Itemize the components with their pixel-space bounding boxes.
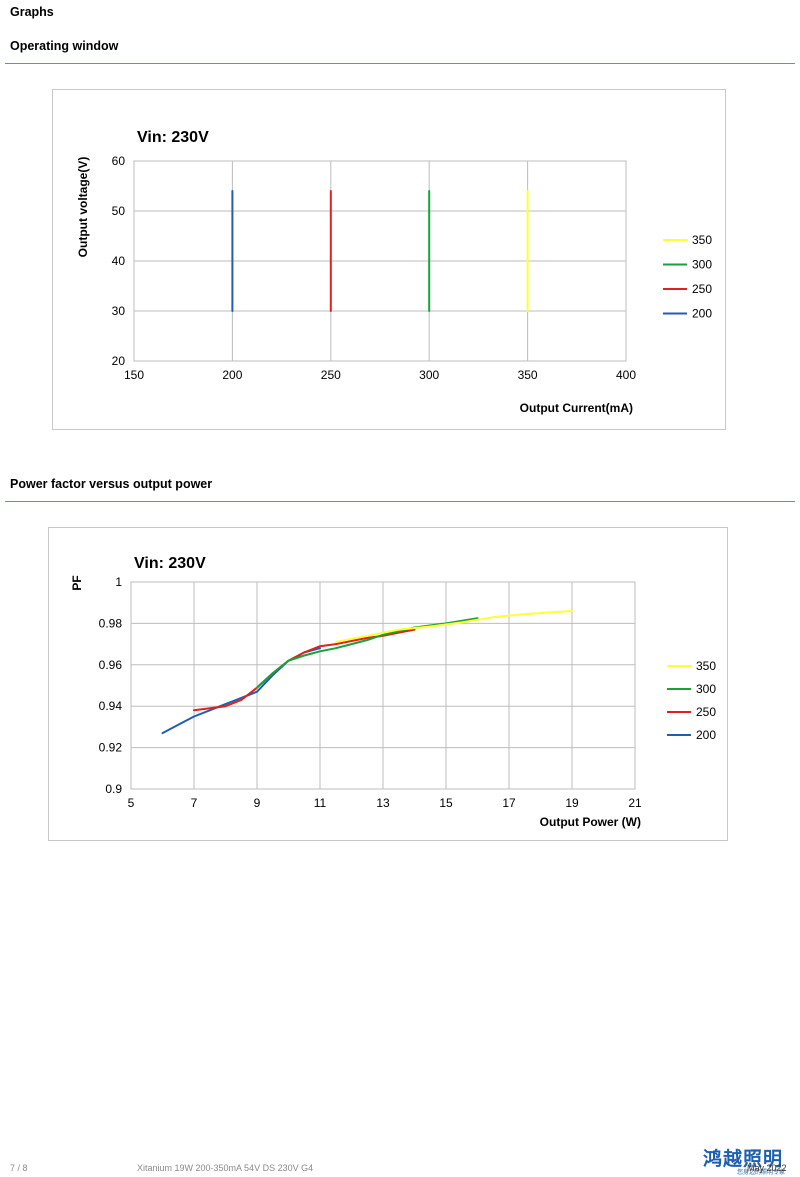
section-title: Graphs: [10, 5, 54, 19]
logo-subtext: 您身边的照明专家: [737, 1170, 786, 1176]
legend-label-350: 350: [692, 233, 712, 247]
footer-page-number: 7 / 8: [10, 1163, 28, 1173]
chart-title: Vin: 230V: [137, 129, 209, 146]
subsection-title-operating-window: Operating window: [10, 39, 119, 53]
x-tick-label: 7: [191, 796, 198, 810]
series-line-200: [161, 647, 321, 735]
x-tick-label: 5: [128, 796, 135, 810]
chart-title: Vin: 230V: [134, 555, 206, 572]
x-tick-label: 11: [314, 796, 327, 810]
x-tick-label: 15: [439, 796, 453, 810]
x-tick-label: 300: [419, 368, 439, 382]
y-tick-label: 0.96: [99, 658, 123, 672]
series-line-250: [193, 628, 416, 712]
x-tick-label: 19: [565, 796, 579, 810]
x-tick-label: 200: [222, 368, 242, 382]
plot-area-border: [130, 581, 636, 790]
x-tick-label: 21: [628, 796, 642, 810]
x-tick-label: 13: [376, 796, 390, 810]
x-tick-label: 400: [616, 368, 636, 382]
y-tick-label: 0.9: [105, 782, 122, 796]
x-tick-label: 250: [321, 368, 341, 382]
legend-label-200: 200: [692, 307, 712, 321]
company-logo: 鸿越照明 您身边的照明专家: [703, 1144, 799, 1177]
x-tick-label: 350: [518, 368, 538, 382]
y-axis-label: PF: [70, 575, 84, 590]
x-tick-label: 9: [254, 796, 261, 810]
x-tick-label: 150: [124, 368, 144, 382]
y-tick-label: 0.94: [99, 699, 123, 713]
x-tick-label: 17: [502, 796, 516, 810]
legend-label-300: 300: [696, 682, 716, 696]
operating-window-chart-frame: 150 200 250 300 350 400 20 30 40 50 60 Vin: 230V Out…: [52, 89, 726, 430]
y-tick-label: 0.98: [99, 616, 123, 630]
section-divider: [5, 63, 795, 64]
section-divider-2: [5, 501, 795, 502]
footer-product-name: Xitanium 19W 200-350mA 54V DS 230V G4: [137, 1163, 314, 1173]
y-axis-label: Output voltage(V): [76, 157, 90, 258]
y-tick-label: 1: [115, 575, 122, 589]
x-axis-label: Output Power (W): [540, 815, 641, 829]
logo-text: 鸿越照明: [703, 1148, 784, 1170]
series-line-350: [334, 610, 573, 643]
power-factor-chart-frame: 5 7 9 11 13 15 17 19 21 0.9 0.92 0.94 0.96 0.98 1 Vin: …: [48, 527, 728, 841]
legend-label-350: 350: [696, 659, 716, 673]
series-line-300: [256, 617, 479, 689]
legend-label-250: 250: [696, 705, 716, 719]
plot-area-border: [133, 160, 627, 362]
x-axis-label: Output Current(mA): [520, 401, 633, 415]
legend-label-300: 300: [692, 258, 712, 272]
legend-label-250: 250: [692, 282, 712, 296]
y-tick-label: 40: [112, 254, 126, 268]
y-tick-label: 30: [112, 304, 126, 318]
legend-label-200: 200: [696, 728, 716, 742]
operating-window-chart: 150 200 250 300 350 400 20 30 40 50 60 Vin: 230V Out…: [76, 129, 712, 415]
y-tick-label: 60: [112, 154, 126, 168]
power-factor-chart: 5 7 9 11 13 15 17 19 21 0.9 0.92 0.94 0.96 0.98 1 Vin: …: [70, 555, 716, 829]
y-tick-label: 20: [112, 354, 126, 368]
subsection-title-power-factor: Power factor versus output power: [10, 477, 213, 491]
y-tick-label: 50: [112, 204, 126, 218]
footer-date: May 2022: [747, 1163, 787, 1173]
y-tick-label: 0.92: [99, 741, 123, 755]
